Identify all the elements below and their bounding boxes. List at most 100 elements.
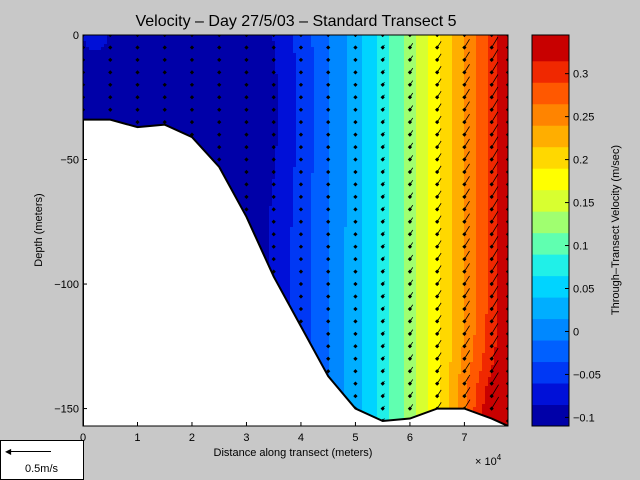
contour-cell xyxy=(107,113,111,117)
contour-cell xyxy=(83,47,87,51)
contour-cell xyxy=(92,65,96,69)
contour-cell xyxy=(170,122,174,126)
contour-cell xyxy=(134,41,138,45)
contour-cell xyxy=(164,44,168,48)
contour-cell xyxy=(155,110,159,114)
contour-cell xyxy=(191,101,195,105)
contour-cell xyxy=(185,53,189,57)
contour-cell xyxy=(185,62,189,66)
contour-cell xyxy=(86,107,90,111)
contour-cell xyxy=(182,128,186,132)
contour-cell xyxy=(140,47,144,51)
contour-cell xyxy=(137,122,141,126)
contour-cell xyxy=(185,41,189,45)
contour-cell xyxy=(122,119,126,123)
contour-cell xyxy=(155,116,159,120)
contour-cell xyxy=(101,110,105,114)
contour-cell xyxy=(116,50,120,54)
contour-cell xyxy=(131,104,135,108)
contour-cell xyxy=(128,92,132,96)
contour-cell xyxy=(101,35,105,39)
contour-cell xyxy=(182,59,186,63)
contour-cell xyxy=(155,113,159,117)
contour-cell xyxy=(158,98,162,102)
contour-cell xyxy=(167,107,171,111)
contour-cell xyxy=(173,62,177,66)
contour-cell xyxy=(143,62,147,66)
contour-cell xyxy=(194,38,198,42)
contour-cell xyxy=(182,80,186,84)
contour-cell xyxy=(197,47,201,51)
contour-cell xyxy=(122,83,126,87)
contour-cell xyxy=(119,92,123,96)
contour-cell xyxy=(155,101,159,105)
contour-cell xyxy=(173,86,177,90)
contour-cell xyxy=(146,101,150,105)
contour-cell xyxy=(143,50,147,54)
contour-cell xyxy=(101,68,105,72)
contour-cell xyxy=(146,86,150,90)
contour-cell xyxy=(146,65,150,69)
contour-cell xyxy=(173,107,177,111)
contour-cell xyxy=(170,92,174,96)
contour-cell xyxy=(158,38,162,42)
contour-cell xyxy=(188,38,192,42)
contour-cell xyxy=(197,83,201,87)
contour-cell xyxy=(95,77,99,81)
contour-cell xyxy=(125,47,129,51)
contour-cell xyxy=(194,41,198,45)
contour-cell xyxy=(134,56,138,60)
contour-cell xyxy=(176,50,180,54)
contour-cell xyxy=(194,71,198,75)
contour-cell xyxy=(128,35,132,39)
contour-cell xyxy=(176,35,180,39)
contour-cell xyxy=(185,47,189,51)
contour-cell xyxy=(152,80,156,84)
contour-cell xyxy=(179,128,183,132)
contour-cell xyxy=(161,74,165,78)
contour-cell xyxy=(191,68,195,72)
contour-cell xyxy=(89,77,93,81)
contour-cell xyxy=(164,47,168,51)
contour-cell xyxy=(113,53,117,57)
contour-cell xyxy=(179,125,183,129)
contour-cell xyxy=(131,59,135,63)
contour-cell xyxy=(155,122,159,126)
contour-cell xyxy=(194,137,198,141)
contour-cell xyxy=(128,71,132,75)
contour-cell xyxy=(95,116,99,120)
contour-cell xyxy=(131,101,135,105)
contour-cell xyxy=(158,71,162,75)
contour-cell xyxy=(128,122,132,126)
contour-cell xyxy=(95,59,99,63)
contour-cell xyxy=(125,44,129,48)
contour-cell xyxy=(131,92,135,96)
contour-cell xyxy=(119,50,123,54)
contour-cell xyxy=(194,101,198,105)
contour-cell xyxy=(176,47,180,51)
contour-cell xyxy=(134,74,138,78)
contour-cell xyxy=(170,101,174,105)
contour-cell xyxy=(128,98,132,102)
contour-cell xyxy=(104,56,108,60)
contour-cell xyxy=(116,101,120,105)
contour-cell xyxy=(131,107,135,111)
contour-cell xyxy=(185,56,189,60)
contour-cell xyxy=(128,38,132,42)
contour-cell xyxy=(113,83,117,87)
contour-cell xyxy=(185,110,189,114)
contour-cell xyxy=(170,50,174,54)
contour-cell xyxy=(152,119,156,123)
contour-cell xyxy=(161,119,165,123)
contour-cell xyxy=(161,107,165,111)
contour-cell xyxy=(185,95,189,99)
contour-cell xyxy=(95,101,99,105)
contour-cell xyxy=(188,104,192,108)
contour-cell xyxy=(110,59,114,63)
contour-cell xyxy=(137,80,141,84)
contour-cell xyxy=(188,44,192,48)
contour-cell xyxy=(179,98,183,102)
contour-cell xyxy=(146,71,150,75)
contour-cell xyxy=(140,53,144,57)
contour-cell xyxy=(191,38,195,42)
